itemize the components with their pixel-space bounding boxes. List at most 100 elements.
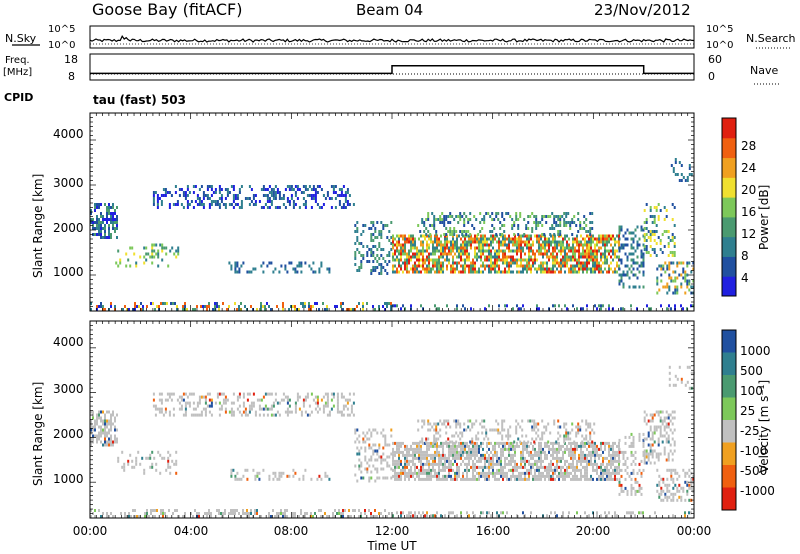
velocity-cell: [624, 468, 627, 472]
velocity-cell: [412, 459, 414, 463]
power-cell: [378, 233, 381, 236]
power-cell: [210, 188, 213, 191]
power-cell: [480, 270, 482, 274]
velocity-cell: [558, 450, 560, 454]
velocity-cell: [386, 515, 388, 518]
velocity-cell: [575, 434, 578, 438]
velocity-cell: [438, 468, 440, 472]
power-cell: [622, 270, 625, 274]
power-cell: [598, 249, 600, 253]
velocity-cell: [392, 474, 394, 478]
velocity-cell: [669, 443, 672, 447]
power-cell: [402, 270, 404, 274]
velocity-cell: [108, 410, 110, 414]
velocity-cell: [565, 437, 568, 441]
power-cell: [202, 197, 205, 200]
power-cell: [640, 252, 643, 256]
velocity-cell: [531, 428, 534, 432]
power-cell: [550, 243, 552, 247]
velocity-cell: [246, 392, 249, 396]
velocity-cell: [580, 459, 582, 463]
velocity-cell: [634, 450, 637, 454]
velocity-cell: [489, 428, 492, 432]
power-cell: [416, 249, 418, 253]
velocity-cell: [472, 447, 474, 451]
power-cell: [152, 194, 155, 197]
power-cell: [456, 237, 458, 241]
velocity-cell: [432, 462, 434, 466]
velocity-cell: [388, 455, 391, 459]
power-cell: [672, 279, 675, 283]
velocity-cell: [546, 456, 548, 460]
velocity-cell: [496, 453, 498, 457]
velocity-cell: [218, 512, 220, 515]
power-cell: [612, 246, 614, 250]
power-cell: [362, 305, 364, 308]
velocity-cell: [310, 392, 313, 396]
power-cell: [432, 264, 434, 268]
power-cell: [506, 243, 508, 247]
power-cell: [238, 270, 241, 274]
power-cell: [663, 245, 666, 248]
power-cell: [550, 267, 552, 271]
velocity-cell: [421, 419, 424, 423]
power-cell: [674, 285, 677, 289]
power-cell: [366, 254, 369, 257]
power-cell: [260, 302, 262, 305]
power-cell: [420, 304, 422, 308]
velocity-cell: [570, 477, 572, 481]
velocity-cell: [160, 401, 163, 405]
power-cell: [398, 243, 400, 247]
power-cell: [461, 215, 464, 218]
power-cell: [198, 203, 201, 206]
velocity-cell: [104, 413, 106, 417]
power-cell: [378, 305, 380, 308]
power-cell: [618, 246, 621, 250]
power-cell: [661, 251, 664, 254]
velocity-cell: [372, 464, 375, 468]
velocity-cell: [131, 465, 134, 469]
velocity-cell: [352, 401, 355, 405]
power-cell: [276, 191, 279, 194]
power-cell: [334, 191, 337, 194]
velocity-cell: [485, 434, 488, 438]
power-cell: [392, 267, 394, 271]
velocity-cell: [584, 453, 586, 457]
velocity-cell: [483, 425, 486, 429]
noise-right-tick-top: 10^5: [706, 24, 733, 35]
velocity-cell: [480, 459, 482, 463]
power-cell: [284, 188, 287, 191]
power-cell: [442, 246, 444, 250]
velocity-cell: [563, 437, 566, 441]
power-cell: [514, 237, 516, 241]
velocity-cell: [436, 471, 438, 475]
velocity-cell: [184, 407, 187, 411]
power-cell: [292, 188, 295, 191]
power-cell: [578, 270, 580, 274]
velocity-cell: [582, 444, 584, 448]
power-cell: [262, 194, 265, 197]
velocity-cell: [248, 404, 251, 408]
power-cell: [651, 248, 654, 251]
velocity-cell: [328, 477, 331, 481]
power-cell: [429, 224, 432, 227]
velocity-cell: [542, 450, 544, 454]
velocity-cell: [326, 395, 329, 399]
power-cell: [488, 243, 490, 247]
power-cell: [468, 234, 470, 238]
velocity-cell: [530, 468, 532, 472]
power-cell: [508, 261, 510, 265]
velocity-cell: [100, 431, 102, 435]
velocity-cell: [540, 441, 542, 445]
power-cell: [667, 230, 670, 233]
power-cell: [102, 221, 104, 224]
power-cell: [686, 273, 689, 277]
cpid-label: CPID: [4, 91, 33, 104]
power-cell: [535, 218, 538, 221]
power-cell: [302, 302, 304, 305]
velocity-cell: [533, 419, 536, 423]
velocity-cell: [438, 450, 440, 454]
power-cell: [108, 230, 110, 233]
velocity-cell: [556, 447, 558, 451]
power-cell: [682, 270, 685, 274]
